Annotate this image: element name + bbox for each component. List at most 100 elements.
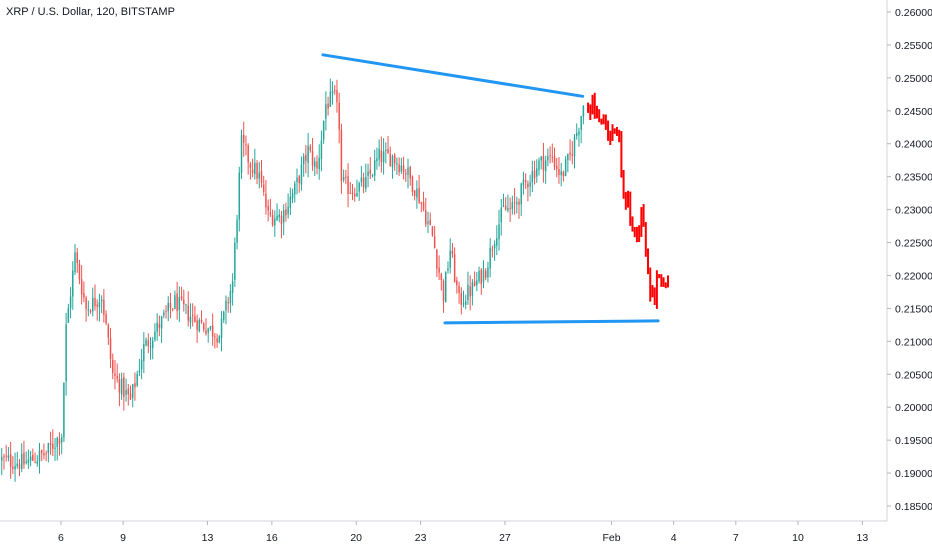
- candle-down: [43, 453, 45, 456]
- candle-up: [318, 157, 320, 170]
- projection-bar: [609, 130, 612, 146]
- y-tick-label: 0.24500: [895, 106, 932, 118]
- candle-down: [96, 304, 98, 307]
- candle-up: [278, 214, 280, 218]
- trendline-resistance[interactable]: [321, 53, 585, 98]
- candle-up: [547, 155, 549, 161]
- candle-up: [167, 303, 169, 312]
- candle-up: [358, 182, 360, 192]
- candle-down: [89, 310, 92, 313]
- candle-up: [236, 219, 238, 243]
- candle-down: [105, 314, 107, 324]
- candle-down: [196, 320, 198, 331]
- candle-up: [487, 267, 489, 278]
- projection-bar: [611, 124, 614, 141]
- candle-up: [143, 344, 145, 362]
- candle-down: [469, 286, 471, 297]
- candle-up: [331, 90, 334, 94]
- candle-down: [123, 377, 125, 397]
- projection-bar: [658, 274, 661, 279]
- candle-up: [198, 320, 201, 332]
- candle-up: [391, 156, 394, 168]
- candle-up: [320, 140, 323, 160]
- projection-bar: [602, 114, 605, 125]
- candle-down: [429, 220, 431, 225]
- y-tick-label: 0.26000: [895, 7, 932, 19]
- candle-up: [160, 316, 163, 329]
- candle-up: [27, 459, 30, 464]
- candle-up: [136, 373, 138, 386]
- candle-up: [296, 177, 298, 183]
- candle-up: [476, 280, 478, 286]
- candle-up: [29, 456, 32, 461]
- y-tick-label: 0.21500: [895, 303, 932, 315]
- candle-up: [360, 177, 363, 182]
- x-tick-label: 16: [266, 532, 278, 544]
- candle-up: [287, 206, 289, 215]
- candle-down: [298, 176, 300, 184]
- candle-up: [189, 316, 192, 323]
- candle-down: [34, 462, 36, 464]
- candle-down: [9, 454, 12, 467]
- candle-down: [353, 193, 356, 197]
- candle-up: [378, 148, 380, 160]
- candle-down: [256, 163, 258, 179]
- candle-up: [482, 269, 485, 283]
- projection-bar: [642, 204, 645, 227]
- candle-up: [140, 359, 143, 370]
- candle-up: [56, 437, 58, 447]
- candle-down: [194, 316, 196, 322]
- candle-up: [207, 328, 209, 333]
- candle-down: [76, 252, 78, 263]
- projection-bar: [624, 192, 627, 210]
- candle-down: [402, 165, 405, 173]
- candle-down: [420, 202, 423, 204]
- candle-down: [327, 103, 329, 109]
- y-tick-label: 0.20000: [895, 402, 932, 414]
- candle-up: [185, 304, 187, 306]
- candle-down: [349, 192, 352, 194]
- candle-up: [520, 183, 522, 205]
- projection-bar: [655, 270, 658, 309]
- projection-bar: [593, 92, 596, 119]
- candle-down: [203, 323, 205, 330]
- candle-up: [154, 331, 156, 340]
- x-tick-label: 27: [499, 532, 511, 544]
- candle-up: [489, 247, 491, 269]
- y-tick-label: 0.23500: [895, 172, 932, 184]
- candle-down: [553, 155, 556, 168]
- candle-down: [80, 279, 83, 295]
- candle-down: [562, 172, 565, 177]
- candle-down: [405, 173, 407, 175]
- candle-up: [151, 340, 154, 348]
- candle-down: [45, 453, 47, 455]
- projection-bar: [660, 274, 663, 287]
- candle-down: [107, 325, 110, 338]
- candle-up: [254, 162, 256, 175]
- candle-up: [325, 104, 327, 119]
- candle-down: [285, 209, 287, 216]
- candle-down: [40, 449, 43, 454]
- candle-down: [431, 226, 434, 236]
- y-tick-label: 0.25000: [895, 73, 932, 85]
- projection-bar: [664, 282, 667, 289]
- candle-down: [311, 150, 314, 166]
- projection-bar: [600, 118, 603, 125]
- candle-up: [238, 172, 241, 220]
- candle-down: [265, 193, 267, 208]
- candle-down: [387, 148, 389, 154]
- candle-down: [187, 305, 189, 321]
- candle-down: [247, 145, 249, 163]
- candle-down: [169, 302, 172, 308]
- candle-up: [20, 454, 23, 469]
- y-tick-label: 0.24000: [895, 139, 932, 151]
- candle-up: [291, 193, 294, 199]
- candle-down: [380, 150, 383, 162]
- candle-down: [473, 281, 476, 287]
- candle-down: [200, 319, 203, 323]
- projection-bar: [662, 277, 665, 287]
- candle-down: [211, 325, 214, 337]
- candle-down: [180, 296, 183, 299]
- candle-down: [205, 330, 207, 335]
- trendline-support[interactable]: [443, 319, 660, 325]
